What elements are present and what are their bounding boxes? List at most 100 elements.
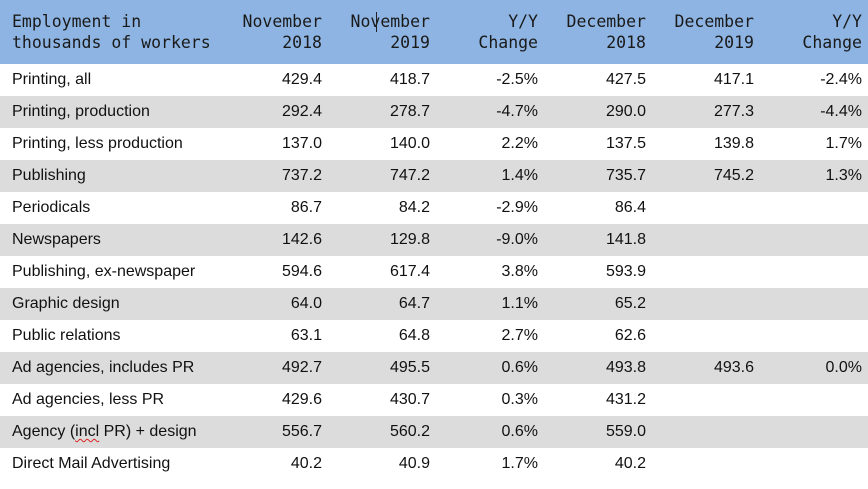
row-label: Ad agencies, includes PR: [12, 359, 195, 376]
cell-dec-2019: 139.8: [713, 135, 754, 152]
header-line: November: [242, 12, 322, 31]
header-employment: Employment in thousands of workers: [12, 11, 211, 53]
header-nov-2018: November 2018: [243, 11, 322, 53]
row-label: Direct Mail Advertising: [12, 455, 171, 472]
table-header: Employment in thousands of workers Novem…: [0, 0, 868, 64]
header-nov-2019: November 2019: [351, 11, 430, 53]
cell-nov-2019: 129.8: [389, 231, 430, 248]
cell-yy-change-nov: -9.0%: [496, 231, 538, 248]
cell-dec-2018: 493.8: [605, 359, 646, 376]
cell-dec-2018: 593.9: [605, 263, 646, 280]
row-label: Printing, less production: [12, 135, 183, 152]
header-line: Employment in: [12, 12, 142, 31]
table-row: Publishing, ex-newspaper 594.6 617.4 3.8% 59…: [0, 256, 868, 288]
header-line: 2019: [390, 33, 430, 52]
cell-dec-2018: 65.2: [614, 295, 646, 312]
cell-yy-change-nov: 3.8%: [501, 263, 538, 280]
table-row: Printing, production 292.4 278.7 -4.7% 290.0…: [0, 96, 868, 128]
cell-yy-change-nov: -2.5%: [496, 71, 538, 88]
header-line: December: [674, 12, 754, 31]
cell-nov-2019: 278.7: [389, 103, 430, 120]
table-row: Printing, all 429.4 418.7 -2.5% 427.5 417.1 -2…: [0, 64, 868, 96]
cell-nov-2019: 495.5: [389, 359, 430, 376]
cell-yy-change-nov: -4.7%: [496, 103, 538, 120]
cell-dec-2018: 141.8: [605, 231, 646, 248]
cell-dec-2018: 559.0: [605, 423, 646, 440]
cell-yy-change-dec: 1.7%: [825, 135, 862, 152]
cell-nov-2018: 64.0: [290, 295, 322, 312]
header-line: 2018: [282, 33, 322, 52]
cell-dec-2018: 290.0: [605, 103, 646, 120]
cell-dec-2018: 735.7: [605, 167, 646, 184]
table-body: Printing, all 429.4 418.7 -2.5% 427.5 417.1 -2…: [0, 64, 868, 480]
cell-nov-2018: 737.2: [281, 167, 322, 184]
header-yy-change-dec: Y/Y Change: [802, 11, 862, 53]
row-label: Printing, all: [12, 71, 92, 88]
table-row: Agency (incl PR) + design 556.7 560.2 0.6% 5…: [0, 416, 868, 448]
cell-yy-change-nov: 2.7%: [501, 327, 538, 344]
text-cursor: [376, 12, 377, 32]
table-row: Periodicals 86.7 84.2 -2.9% 86.4: [0, 192, 868, 224]
table-row: Ad agencies, includes PR 492.7 495.5 0.6% 49…: [0, 352, 868, 384]
cell-yy-change-nov: 0.6%: [501, 423, 538, 440]
cell-nov-2018: 40.2: [290, 455, 322, 472]
cell-nov-2018: 142.6: [281, 231, 322, 248]
cell-yy-change-nov: 2.2%: [501, 135, 538, 152]
table-row: Ad agencies, less PR 429.6 430.7 0.3% 431.2: [0, 384, 868, 416]
header-dec-2019: December 2019: [675, 11, 754, 53]
cell-nov-2019: 430.7: [389, 391, 430, 408]
cell-dec-2019: 417.1: [713, 71, 754, 88]
row-label: Agency (incl PR) + design: [12, 423, 197, 440]
cell-yy-change-nov: -2.9%: [496, 199, 538, 216]
cell-yy-change-dec: 1.3%: [825, 167, 862, 184]
cell-nov-2019: 84.2: [398, 199, 430, 216]
cell-nov-2019: 747.2: [389, 167, 430, 184]
table-row: Newspapers 142.6 129.8 -9.0% 141.8: [0, 224, 868, 256]
cell-dec-2019: 745.2: [713, 167, 754, 184]
table-row: Public relations 63.1 64.8 2.7% 62.6: [0, 320, 868, 352]
row-label: Publishing: [12, 167, 86, 184]
cell-yy-change-nov: 1.1%: [501, 295, 538, 312]
cell-yy-change-dec: -2.4%: [820, 71, 862, 88]
cell-dec-2019: 277.3: [713, 103, 754, 120]
cell-nov-2019: 64.8: [398, 327, 430, 344]
cell-nov-2018: 292.4: [281, 103, 322, 120]
cell-nov-2019: 140.0: [389, 135, 430, 152]
cell-nov-2018: 594.6: [281, 263, 322, 280]
cell-nov-2018: 86.7: [290, 199, 322, 216]
cell-nov-2018: 556.7: [281, 423, 322, 440]
cell-dec-2018: 40.2: [614, 455, 646, 472]
table-row: Publishing 737.2 747.2 1.4% 735.7 745.2 1.3%: [0, 160, 868, 192]
header-line: Change: [802, 33, 862, 52]
table-row: Direct Mail Advertising 40.2 40.9 1.7% 40.2: [0, 448, 868, 480]
cell-nov-2019: 418.7: [389, 71, 430, 88]
header-line: 2018: [606, 33, 646, 52]
cell-yy-change-nov: 1.4%: [501, 167, 538, 184]
cell-nov-2018: 492.7: [281, 359, 322, 376]
header-line: November: [350, 12, 430, 31]
cell-dec-2018: 427.5: [605, 71, 646, 88]
row-label: Publishing, ex-newspaper: [12, 263, 196, 280]
cell-nov-2019: 560.2: [389, 423, 430, 440]
cell-dec-2018: 62.6: [614, 327, 646, 344]
cell-nov-2018: 429.4: [281, 71, 322, 88]
row-label: Public relations: [12, 327, 121, 344]
spellcheck-mark: incl: [75, 423, 100, 440]
header-line: thousands of workers: [12, 33, 211, 52]
cell-nov-2019: 40.9: [398, 455, 430, 472]
cell-yy-change-nov: 0.3%: [501, 391, 538, 408]
cell-yy-change-dec: -4.4%: [820, 103, 862, 120]
header-line: December: [566, 12, 646, 31]
cell-dec-2019: 493.6: [713, 359, 754, 376]
cell-nov-2018: 137.0: [281, 135, 322, 152]
cell-nov-2018: 429.6: [281, 391, 322, 408]
cell-nov-2018: 63.1: [290, 327, 322, 344]
row-label: Printing, production: [12, 103, 150, 120]
cell-nov-2019: 64.7: [398, 295, 430, 312]
header-yy-change-nov: Y/Y Change: [478, 11, 538, 53]
row-label: Ad agencies, less PR: [12, 391, 165, 408]
cell-yy-change-nov: 1.7%: [501, 455, 538, 472]
cell-dec-2018: 431.2: [605, 391, 646, 408]
header-line: Y/Y: [508, 12, 538, 31]
